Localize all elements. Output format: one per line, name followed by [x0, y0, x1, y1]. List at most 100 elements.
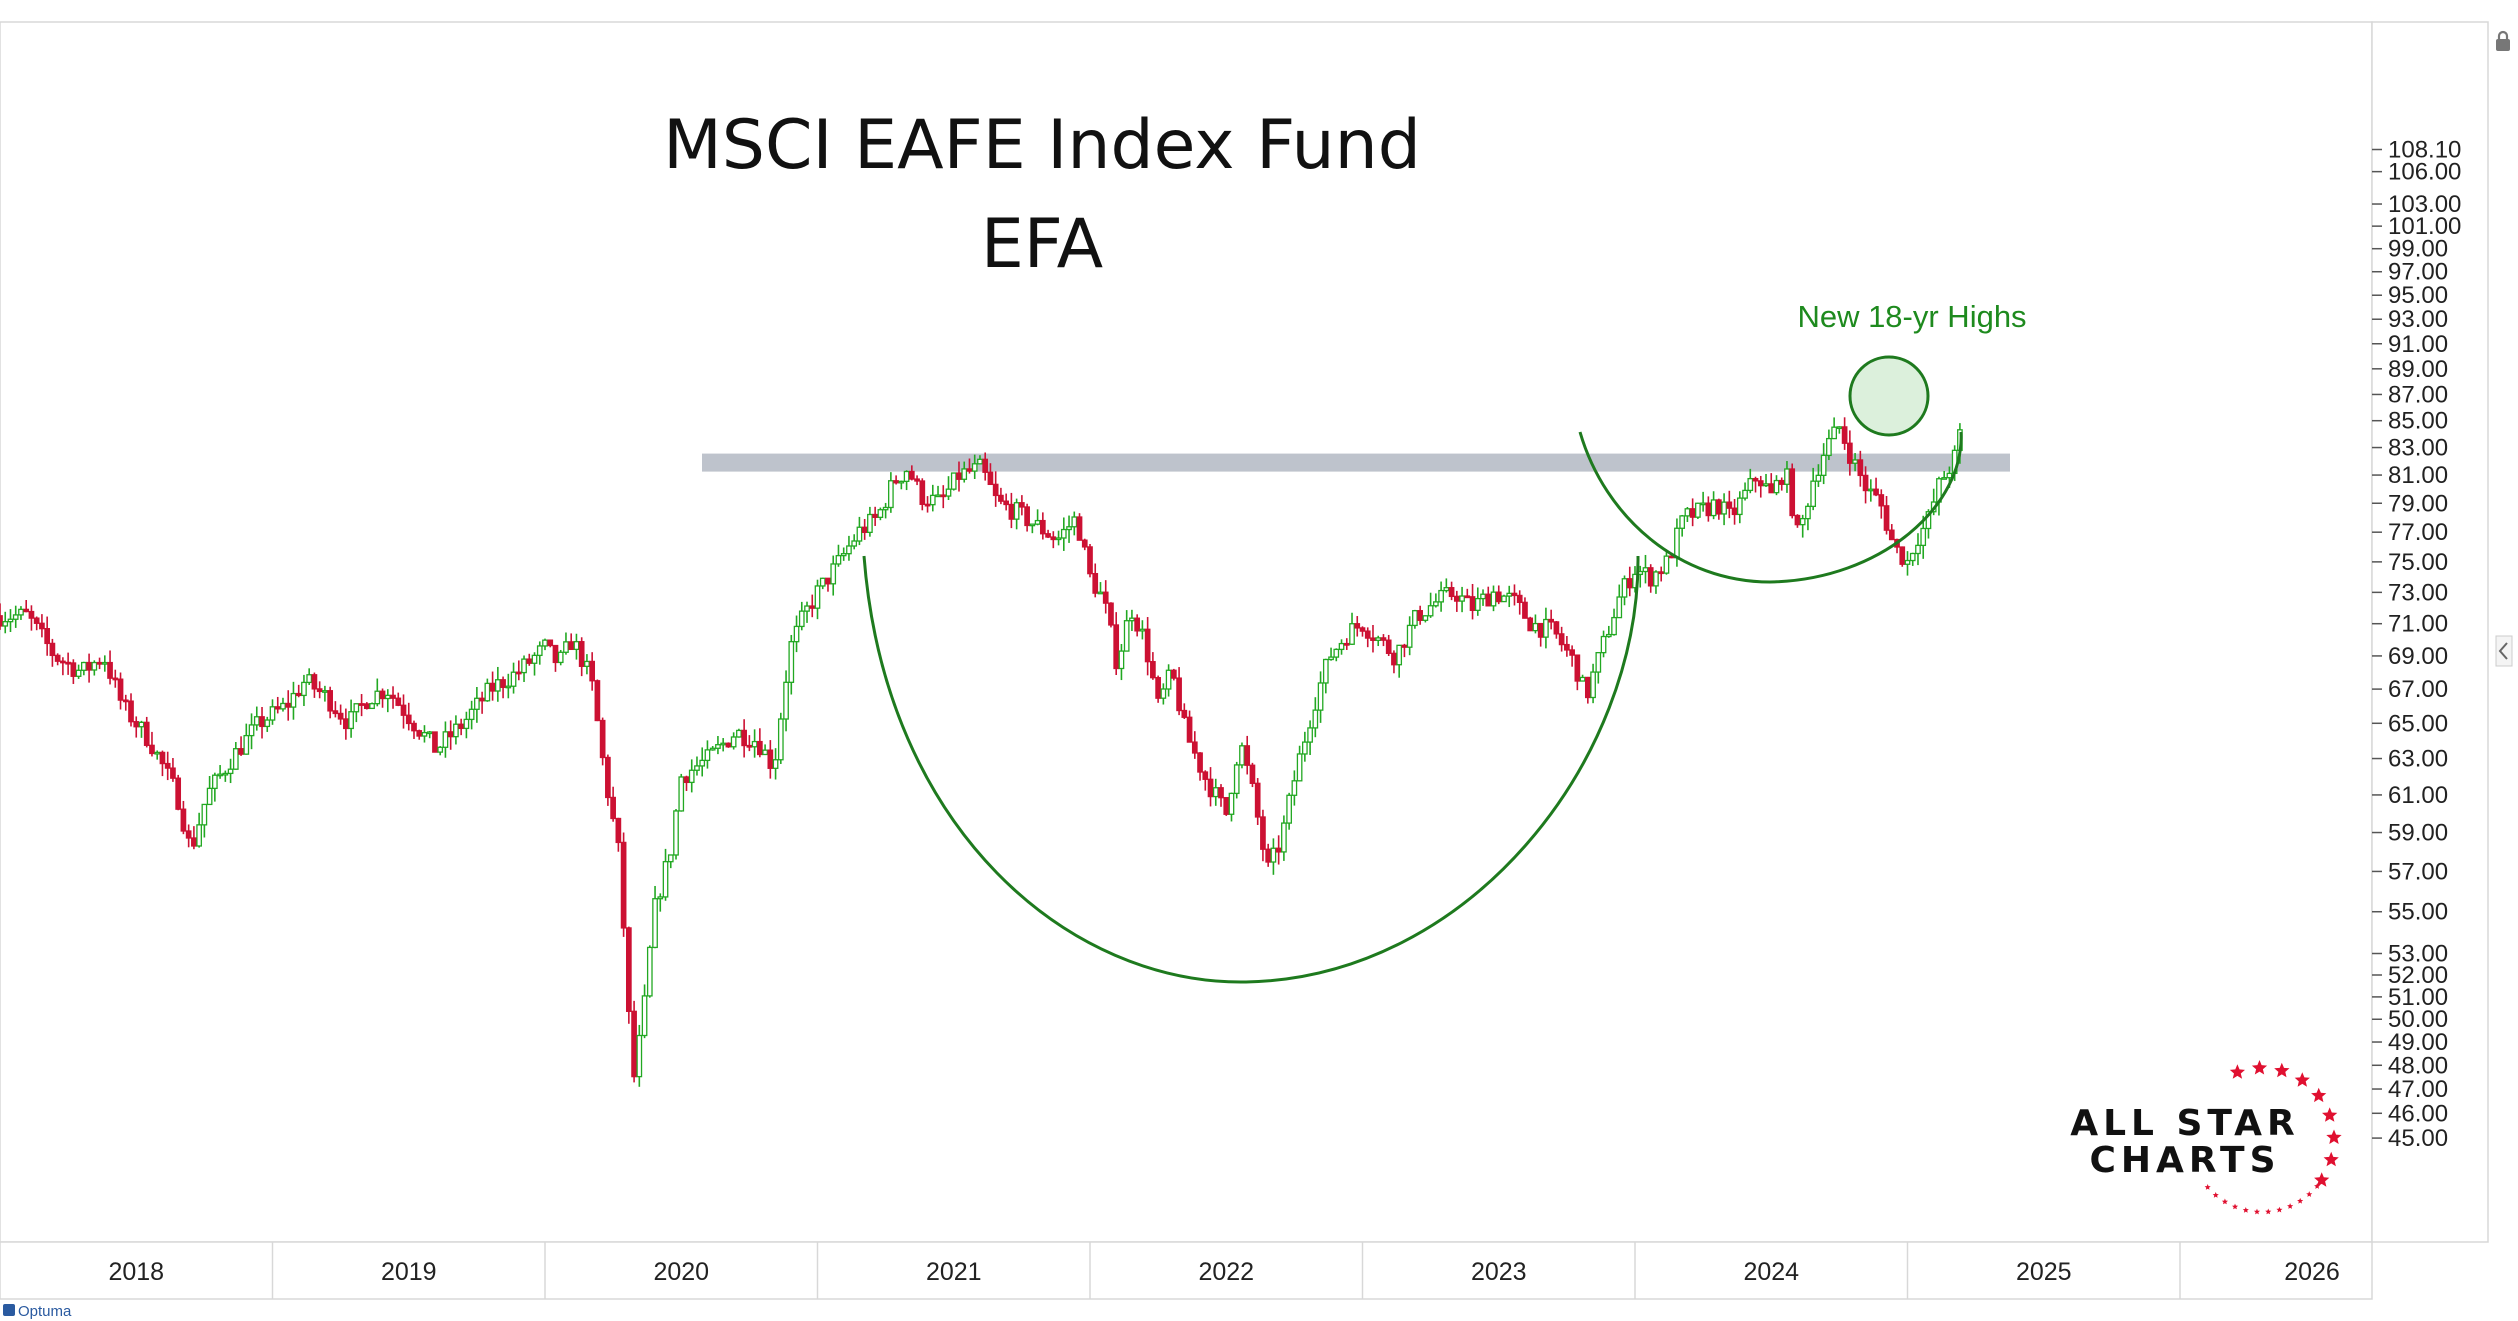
candle-body — [1873, 488, 1879, 496]
candle-body — [1013, 502, 1020, 520]
optuma-logo: Optuma — [3, 1303, 72, 1320]
candle-body — [343, 718, 349, 730]
candle-body — [1700, 502, 1706, 506]
candle-body — [1925, 511, 1932, 530]
candle-body — [1888, 529, 1895, 541]
candle-body — [311, 674, 318, 690]
candle-body — [259, 716, 265, 728]
lock-icon[interactable] — [2496, 30, 2510, 51]
candle-body — [956, 472, 962, 480]
candle-body — [1611, 616, 1617, 636]
all-star-charts-logo: ALL STAR CHARTS — [2070, 1060, 2342, 1215]
y-tick-label: 71.00 — [2388, 611, 2448, 638]
candle-body — [1097, 591, 1104, 595]
logo-star — [2212, 1192, 2219, 1198]
candle-body — [1081, 539, 1088, 548]
candle-body — [568, 641, 575, 651]
candle-body — [1642, 567, 1649, 573]
candle-body — [1805, 505, 1811, 520]
logo-star — [2297, 1197, 2304, 1204]
y-tick-label: 59.00 — [2388, 820, 2448, 847]
candle-body — [390, 694, 396, 699]
candle-body — [107, 661, 113, 679]
y-tick-label: 51.00 — [2388, 984, 2448, 1011]
candle-body — [1197, 752, 1203, 773]
candle-body — [2, 621, 9, 627]
candle-body — [1862, 474, 1869, 492]
x-tick-label: 2023 — [1471, 1258, 1527, 1286]
candle-body — [1768, 483, 1775, 494]
candle-body — [1155, 677, 1161, 699]
y-tick-label: 50.00 — [2388, 1006, 2448, 1033]
x-tick-label: 2018 — [108, 1258, 164, 1286]
y-axis-pane — [2371, 21, 2489, 1243]
candle-body — [908, 470, 915, 480]
candle-body — [510, 671, 517, 687]
candle-body — [730, 736, 737, 748]
candle-body — [1736, 497, 1743, 516]
candle-body — [940, 494, 947, 498]
candle-body — [751, 740, 758, 748]
candle-body — [898, 480, 905, 484]
candle-body — [295, 692, 302, 697]
candle-body — [1569, 649, 1575, 656]
candle-body — [673, 810, 679, 856]
y-tick-label: 91.00 — [2388, 331, 2448, 358]
candle-body — [1558, 633, 1565, 646]
candle-body — [374, 690, 381, 705]
candle-body — [363, 703, 370, 710]
candle-body — [1354, 623, 1361, 629]
candle-body — [1202, 771, 1209, 780]
y-tick-label: 55.00 — [2388, 899, 2448, 926]
candle-body — [243, 734, 250, 755]
candle-body — [636, 1034, 643, 1078]
candle-body — [736, 729, 742, 738]
candle-body — [1474, 597, 1481, 612]
candle-body — [1663, 555, 1670, 574]
candle-body — [1034, 519, 1041, 525]
candle-body — [1867, 488, 1874, 492]
handle-arc — [1578, 431, 1963, 584]
candle-body — [1139, 628, 1146, 632]
candle-body — [1674, 527, 1680, 559]
candle-body — [180, 808, 187, 832]
candle-body — [1417, 610, 1423, 621]
candle-body — [348, 711, 354, 730]
logo-star — [2229, 1064, 2245, 1079]
y-tick-label: 75.00 — [2388, 549, 2448, 576]
candle-body — [405, 714, 412, 725]
candle-body — [1810, 480, 1817, 508]
candle-body — [1784, 468, 1790, 485]
chevron-left-icon[interactable] — [2495, 635, 2513, 667]
candle-body — [1799, 517, 1806, 526]
logo-star — [2326, 1129, 2342, 1144]
candle-body — [809, 605, 816, 609]
candle-body — [987, 471, 994, 486]
candle-body — [819, 577, 826, 587]
candle-body — [521, 658, 527, 674]
candle-body — [584, 660, 590, 667]
logo-star — [2221, 1198, 2228, 1205]
candle-body — [741, 729, 747, 747]
candle-body — [1878, 494, 1885, 507]
candle-body — [835, 554, 842, 565]
candle-body — [1233, 764, 1240, 795]
candle-body — [1176, 677, 1182, 712]
candle-body — [0, 615, 3, 627]
candle-body — [662, 861, 669, 898]
y-tick-label: 106.00 — [2388, 159, 2461, 186]
candle-body — [1066, 526, 1072, 531]
candle-body — [798, 610, 805, 628]
candle-body — [1338, 642, 1345, 651]
candle-body — [149, 744, 155, 755]
candle-body — [322, 690, 328, 693]
candle-body — [1312, 709, 1319, 729]
candle-body — [1113, 624, 1120, 670]
candle-body — [1427, 605, 1434, 617]
candle-body — [1265, 848, 1272, 863]
candle-body — [1836, 426, 1843, 430]
y-tick-label: 61.00 — [2388, 782, 2448, 809]
candle-body — [28, 610, 35, 619]
candle-body — [1244, 745, 1251, 766]
candle-body — [1453, 595, 1460, 602]
